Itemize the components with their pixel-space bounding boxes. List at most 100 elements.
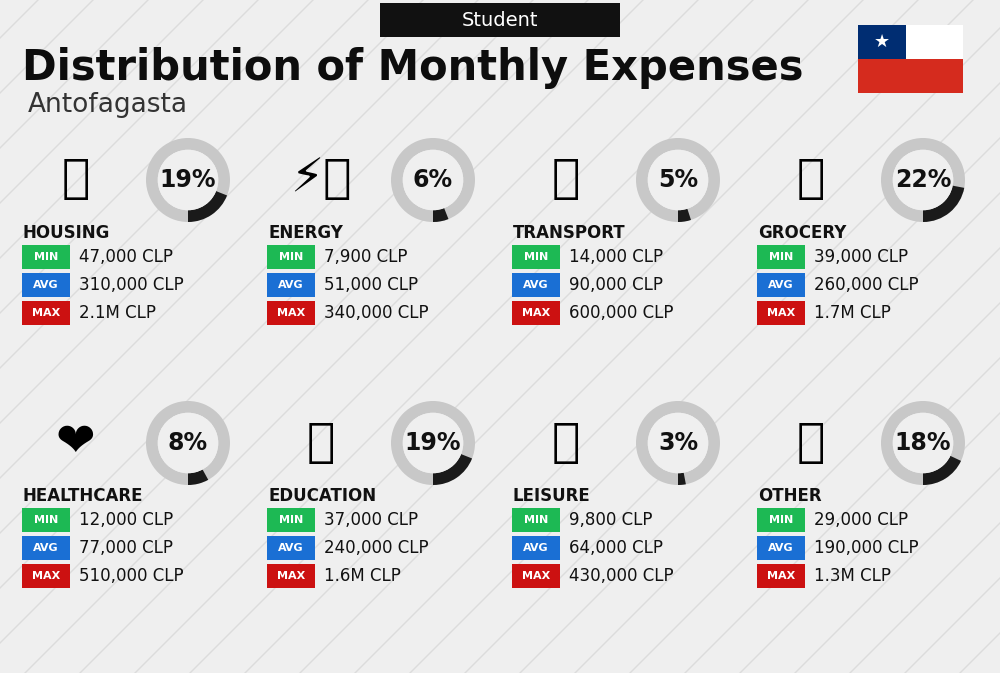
Text: AVG: AVG <box>33 280 59 290</box>
FancyBboxPatch shape <box>757 536 805 560</box>
FancyBboxPatch shape <box>757 273 805 297</box>
Circle shape <box>158 150 218 210</box>
FancyBboxPatch shape <box>757 301 805 325</box>
Text: 1.3M CLP: 1.3M CLP <box>814 567 891 585</box>
FancyBboxPatch shape <box>22 508 70 532</box>
Text: AVG: AVG <box>278 543 304 553</box>
Wedge shape <box>146 138 230 222</box>
Text: 64,000 CLP: 64,000 CLP <box>569 539 663 557</box>
Text: 👜: 👜 <box>797 421 825 466</box>
Wedge shape <box>391 401 475 485</box>
Wedge shape <box>188 191 227 222</box>
Text: MIN: MIN <box>769 252 793 262</box>
FancyBboxPatch shape <box>512 536 560 560</box>
Text: 19%: 19% <box>405 431 461 455</box>
Text: 510,000 CLP: 510,000 CLP <box>79 567 184 585</box>
Text: 77,000 CLP: 77,000 CLP <box>79 539 173 557</box>
Text: 430,000 CLP: 430,000 CLP <box>569 567 674 585</box>
Wedge shape <box>636 138 720 222</box>
Text: TRANSPORT: TRANSPORT <box>513 224 626 242</box>
FancyBboxPatch shape <box>267 564 315 588</box>
Circle shape <box>158 413 218 473</box>
Text: AVG: AVG <box>768 543 794 553</box>
Circle shape <box>648 150 708 210</box>
Wedge shape <box>678 472 686 485</box>
Wedge shape <box>923 186 964 222</box>
Text: 3%: 3% <box>658 431 698 455</box>
Text: 12,000 CLP: 12,000 CLP <box>79 511 173 529</box>
Text: MIN: MIN <box>279 252 303 262</box>
Circle shape <box>403 413 463 473</box>
Text: 37,000 CLP: 37,000 CLP <box>324 511 418 529</box>
FancyBboxPatch shape <box>22 536 70 560</box>
FancyBboxPatch shape <box>906 25 963 59</box>
Circle shape <box>893 150 953 210</box>
FancyBboxPatch shape <box>757 564 805 588</box>
Text: 240,000 CLP: 240,000 CLP <box>324 539 429 557</box>
Text: AVG: AVG <box>33 543 59 553</box>
Text: ★: ★ <box>874 33 890 51</box>
Text: 39,000 CLP: 39,000 CLP <box>814 248 908 266</box>
Text: OTHER: OTHER <box>758 487 822 505</box>
Text: AVG: AVG <box>523 280 549 290</box>
FancyBboxPatch shape <box>858 59 963 93</box>
FancyBboxPatch shape <box>512 273 560 297</box>
Wedge shape <box>881 138 965 222</box>
Text: MIN: MIN <box>34 515 58 525</box>
Text: MAX: MAX <box>767 308 795 318</box>
Text: 190,000 CLP: 190,000 CLP <box>814 539 919 557</box>
Text: 🎓: 🎓 <box>307 421 335 466</box>
Text: 22%: 22% <box>895 168 951 192</box>
Text: MAX: MAX <box>522 571 550 581</box>
Wedge shape <box>433 454 472 485</box>
FancyBboxPatch shape <box>22 273 70 297</box>
Wedge shape <box>636 401 720 485</box>
Text: MAX: MAX <box>767 571 795 581</box>
Text: HEALTHCARE: HEALTHCARE <box>23 487 144 505</box>
FancyBboxPatch shape <box>858 25 906 59</box>
Text: 29,000 CLP: 29,000 CLP <box>814 511 908 529</box>
FancyBboxPatch shape <box>512 564 560 588</box>
Text: 🛒: 🛒 <box>797 157 825 203</box>
FancyBboxPatch shape <box>757 245 805 269</box>
Text: EDUCATION: EDUCATION <box>268 487 376 505</box>
Wedge shape <box>391 138 475 222</box>
Text: 47,000 CLP: 47,000 CLP <box>79 248 173 266</box>
Wedge shape <box>146 401 230 485</box>
Text: 7,900 CLP: 7,900 CLP <box>324 248 408 266</box>
Text: GROCERY: GROCERY <box>758 224 846 242</box>
FancyBboxPatch shape <box>267 273 315 297</box>
Text: Antofagasta: Antofagasta <box>28 92 188 118</box>
FancyBboxPatch shape <box>22 564 70 588</box>
FancyBboxPatch shape <box>380 3 620 37</box>
Text: 1.6M CLP: 1.6M CLP <box>324 567 401 585</box>
Wedge shape <box>188 470 208 485</box>
Text: 19%: 19% <box>160 168 216 192</box>
FancyBboxPatch shape <box>757 508 805 532</box>
Text: MAX: MAX <box>277 571 305 581</box>
Text: Student: Student <box>462 11 538 30</box>
Text: AVG: AVG <box>768 280 794 290</box>
Text: MIN: MIN <box>524 515 548 525</box>
Circle shape <box>403 150 463 210</box>
Text: MIN: MIN <box>769 515 793 525</box>
Text: 14,000 CLP: 14,000 CLP <box>569 248 663 266</box>
Text: MAX: MAX <box>522 308 550 318</box>
Text: 2.1M CLP: 2.1M CLP <box>79 304 156 322</box>
Text: ENERGY: ENERGY <box>268 224 343 242</box>
FancyBboxPatch shape <box>267 536 315 560</box>
Text: 6%: 6% <box>413 168 453 192</box>
Text: 51,000 CLP: 51,000 CLP <box>324 276 418 294</box>
FancyBboxPatch shape <box>267 301 315 325</box>
Text: 🛍️: 🛍️ <box>552 421 580 466</box>
Text: 340,000 CLP: 340,000 CLP <box>324 304 429 322</box>
Text: 8%: 8% <box>168 431 208 455</box>
Wedge shape <box>881 401 965 485</box>
Text: ⚡🏠: ⚡🏠 <box>290 157 352 203</box>
Wedge shape <box>678 209 691 222</box>
Wedge shape <box>923 456 961 485</box>
Text: MAX: MAX <box>32 308 60 318</box>
FancyBboxPatch shape <box>512 508 560 532</box>
Text: 🏢: 🏢 <box>62 157 90 203</box>
Text: MIN: MIN <box>34 252 58 262</box>
